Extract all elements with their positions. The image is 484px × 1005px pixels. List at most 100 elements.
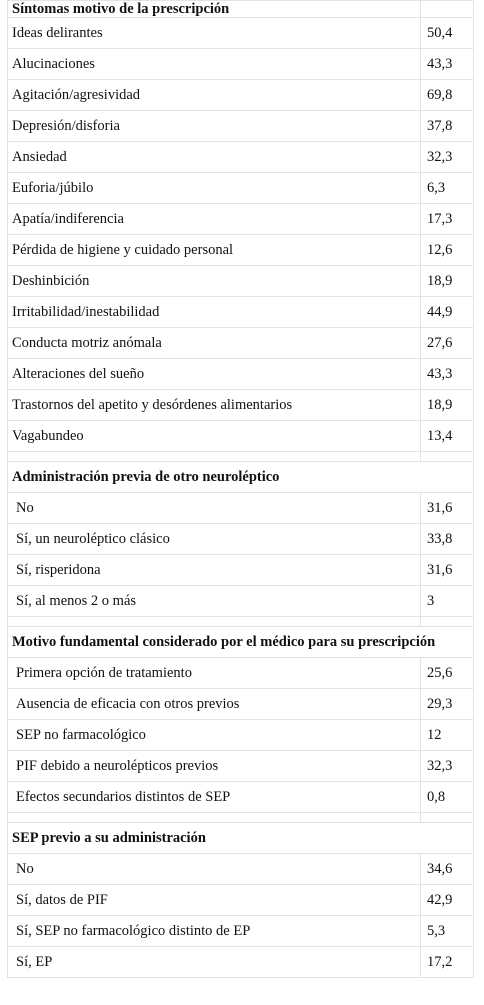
table-row: Apatía/indiferencia 17,3 (7, 203, 474, 235)
spacer-row (7, 451, 474, 462)
row-value: 5,3 (420, 915, 474, 947)
section-title: Síntomas motivo de la prescripción (7, 0, 421, 18)
row-value: 12 (420, 719, 474, 751)
row-label: PIF debido a neurolépticos previos (7, 750, 421, 782)
table-row: Primera opción de tratamiento 25,6 (7, 657, 474, 689)
row-value: 42,9 (420, 884, 474, 916)
table-row: Deshinbición 18,9 (7, 265, 474, 297)
row-label: SEP no farmacológico (7, 719, 421, 751)
table-row: Conducta motriz anómala 27,6 (7, 327, 474, 359)
table-row: Sí, risperidona 31,6 (7, 554, 474, 586)
row-label: Pérdida de higiene y cuidado personal (7, 234, 421, 266)
table-row: Agitación/agresividad 69,8 (7, 79, 474, 111)
spacer-cell (7, 451, 421, 462)
row-label: Ideas delirantes (7, 17, 421, 49)
row-label: Euforia/júbilo (7, 172, 421, 204)
row-label: Sí, EP (7, 946, 421, 978)
row-value: 44,9 (420, 296, 474, 328)
row-label: Sí, al menos 2 o más (7, 585, 421, 617)
row-value: 13,4 (420, 420, 474, 452)
row-value: 18,9 (420, 389, 474, 421)
row-label: Sí, datos de PIF (7, 884, 421, 916)
row-label: Alucinaciones (7, 48, 421, 80)
row-label: Trastornos del apetito y desórdenes alim… (7, 389, 421, 421)
row-value: 32,3 (420, 750, 474, 782)
section-title: Administración previa de otro neurolépti… (7, 461, 474, 493)
row-value: 32,3 (420, 141, 474, 173)
spacer-cell (7, 812, 421, 823)
row-label: Irritabilidad/inestabilidad (7, 296, 421, 328)
row-label: Alteraciones del sueño (7, 358, 421, 390)
spacer-cell (420, 451, 474, 462)
section-title: SEP previo a su administración (7, 822, 474, 854)
table-row: Euforia/júbilo 6,3 (7, 172, 474, 204)
row-label: Conducta motriz anómala (7, 327, 421, 359)
table-row: Ausencia de eficacia con otros previos 29… (7, 688, 474, 720)
row-value: 0,8 (420, 781, 474, 813)
row-label: No (7, 853, 421, 885)
row-value: 25,6 (420, 657, 474, 689)
row-value: 18,9 (420, 265, 474, 297)
row-value: 50,4 (420, 17, 474, 49)
spacer-row (7, 616, 474, 627)
row-value: 34,6 (420, 853, 474, 885)
row-label: Depresión/disforia (7, 110, 421, 142)
table-row: Pérdida de higiene y cuidado personal 12,… (7, 234, 474, 266)
row-value: 37,8 (420, 110, 474, 142)
table-row: Vagabundeo 13,4 (7, 420, 474, 452)
table-row: Trastornos del apetito y desórdenes alim… (7, 389, 474, 421)
row-value: 29,3 (420, 688, 474, 720)
row-value: 17,3 (420, 203, 474, 235)
row-value: 3 (420, 585, 474, 617)
table-row: Depresión/disforia 37,8 (7, 110, 474, 142)
row-value: 43,3 (420, 358, 474, 390)
table-row: Sí, SEP no farmacológico distinto de EP 5… (7, 915, 474, 947)
row-label: Agitación/agresividad (7, 79, 421, 111)
section-header-administracion: Administración previa de otro neurolépti… (7, 461, 474, 493)
row-value: 17,2 (420, 946, 474, 978)
row-value: 12,6 (420, 234, 474, 266)
spacer-row (7, 812, 474, 823)
spacer-cell (420, 812, 474, 823)
row-label: Sí, un neuroléptico clásico (7, 523, 421, 555)
table-row: PIF debido a neurolépticos previos 32,3 (7, 750, 474, 782)
table-row: No 31,6 (7, 492, 474, 524)
row-value: 33,8 (420, 523, 474, 555)
table-row: Alucinaciones 43,3 (7, 48, 474, 80)
table-row: Sí, un neuroléptico clásico 33,8 (7, 523, 474, 555)
row-label: Ansiedad (7, 141, 421, 173)
table-row: Ansiedad 32,3 (7, 141, 474, 173)
table-row: Efectos secundarios distintos de SEP 0,8 (7, 781, 474, 813)
row-label: Sí, SEP no farmacológico distinto de EP (7, 915, 421, 947)
table-row: Sí, al menos 2 o más 3 (7, 585, 474, 617)
data-table: Síntomas motivo de la prescripción Ideas… (7, 0, 474, 978)
section-title: Motivo fundamental considerado por el mé… (7, 626, 474, 658)
table-row: Sí, datos de PIF 42,9 (7, 884, 474, 916)
section-header-sep-previo: SEP previo a su administración (7, 822, 474, 854)
row-label: Sí, risperidona (7, 554, 421, 586)
row-label: Efectos secundarios distintos de SEP (7, 781, 421, 813)
section-header-sintomas: Síntomas motivo de la prescripción (7, 0, 474, 18)
row-value: 6,3 (420, 172, 474, 204)
table-row: SEP no farmacológico 12 (7, 719, 474, 751)
spacer-cell (7, 616, 421, 627)
spacer-cell (420, 616, 474, 627)
section-value-empty (420, 0, 474, 18)
row-value: 27,6 (420, 327, 474, 359)
row-label: Ausencia de eficacia con otros previos (7, 688, 421, 720)
table-row: Alteraciones del sueño 43,3 (7, 358, 474, 390)
section-header-motivo: Motivo fundamental considerado por el mé… (7, 626, 474, 658)
table-row: No 34,6 (7, 853, 474, 885)
table-row: Irritabilidad/inestabilidad 44,9 (7, 296, 474, 328)
row-value: 69,8 (420, 79, 474, 111)
row-value: 31,6 (420, 554, 474, 586)
row-value: 43,3 (420, 48, 474, 80)
row-label: Vagabundeo (7, 420, 421, 452)
row-label: Primera opción de tratamiento (7, 657, 421, 689)
table-row: Ideas delirantes 50,4 (7, 17, 474, 49)
row-label: No (7, 492, 421, 524)
row-label: Deshinbición (7, 265, 421, 297)
row-label: Apatía/indiferencia (7, 203, 421, 235)
row-value: 31,6 (420, 492, 474, 524)
table-row: Sí, EP 17,2 (7, 946, 474, 978)
